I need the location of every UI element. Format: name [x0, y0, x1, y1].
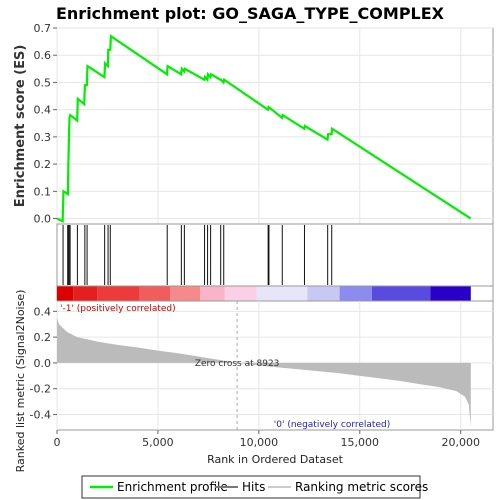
heat-segment: [200, 286, 225, 301]
es-y-tick-label: 0.5: [34, 76, 52, 89]
heat-segment: [97, 286, 140, 301]
rank-y-axis: -0.4 -0.2 0.0 0.2 0.4: [30, 305, 57, 422]
chart-title: Enrichment plot: GO_SAGA_TYPE_COMPLEX: [56, 4, 445, 23]
zero-cross-label: Zero cross at 8923: [195, 359, 280, 369]
rank-y-tick-label: -0.2: [30, 383, 51, 396]
es-y-axis: 0.0 0.1 0.2 0.3 0.4 0.5 0.6 0.7: [34, 22, 57, 226]
heat-segment: [57, 286, 74, 301]
positive-correlation-label: '-1' (positively correlated): [60, 304, 176, 314]
rank-heat-bar: [56, 285, 494, 302]
heat-segment: [339, 286, 372, 301]
rank-y-tick-label: 0.2: [34, 331, 52, 344]
x-tick-label: 10,000: [240, 436, 279, 449]
es-y-tick-label: 0.3: [34, 131, 52, 144]
legend-label: Hits: [242, 480, 265, 494]
negative-correlation-label: '0' (negatively correlated): [274, 420, 390, 430]
rank-y-tick-label: 0.0: [34, 357, 52, 370]
x-tick-label: 0: [54, 436, 61, 449]
x-tick-label: 15,000: [341, 436, 380, 449]
x-tick-label: 5,000: [142, 436, 174, 449]
hits-panel: [56, 223, 494, 287]
heat-segment: [256, 286, 308, 301]
es-plot-frame: [56, 27, 494, 225]
es-y-axis-title: Enrichment score (ES): [13, 45, 28, 208]
legend-items: Enrichment profile Hits Ranking metric sco…: [90, 480, 428, 494]
legend-label: Ranking metric scores: [295, 480, 428, 494]
enrichment-profile-line: [56, 34, 472, 224]
rank-y-axis-title: Ranked list metric (Signal2Noise): [14, 290, 27, 473]
hit-marks: [62, 225, 333, 285]
x-axis-title: Rank in Ordered Dataset: [207, 453, 344, 466]
rank-y-tick-label: -0.4: [30, 409, 51, 422]
es-y-tick-label: 0.1: [34, 185, 52, 198]
heat-segment: [170, 286, 201, 301]
heat-segment: [73, 286, 98, 301]
es-y-tick-label: 0.7: [34, 22, 52, 35]
es-y-tick-label: 0.0: [34, 213, 52, 226]
legend-frame: [81, 475, 421, 499]
es-grid: [56, 27, 493, 224]
heat-segment: [224, 286, 257, 301]
es-y-tick-label: 0.6: [34, 49, 52, 62]
heat-segment: [430, 286, 471, 301]
heat-segment: [139, 286, 171, 301]
es-y-tick-label: 0.2: [34, 158, 52, 171]
ranking-metric-area: [57, 317, 471, 428]
x-axis: 0 5,000 10,000 15,000 20,000: [54, 430, 480, 449]
rank-y-tick-label: 0.4: [34, 305, 52, 318]
heat-segments: [57, 286, 471, 301]
es-panel: 0.0 0.1 0.2 0.3 0.4 0.5 0.6 0.7 Enrichment scor…: [13, 22, 494, 226]
x-tick-label: 20,000: [441, 436, 480, 449]
hits-frame: [56, 223, 494, 287]
legend: Enrichment profile Hits Ranking metric sco…: [81, 475, 428, 499]
legend-label: Enrichment profile: [117, 480, 228, 494]
es-y-tick-label: 0.4: [34, 104, 52, 117]
rank-panel: Zero cross at 8923 '-1' (positively corr…: [14, 290, 494, 473]
heat-segment: [371, 286, 431, 301]
heat-segment: [307, 286, 340, 301]
